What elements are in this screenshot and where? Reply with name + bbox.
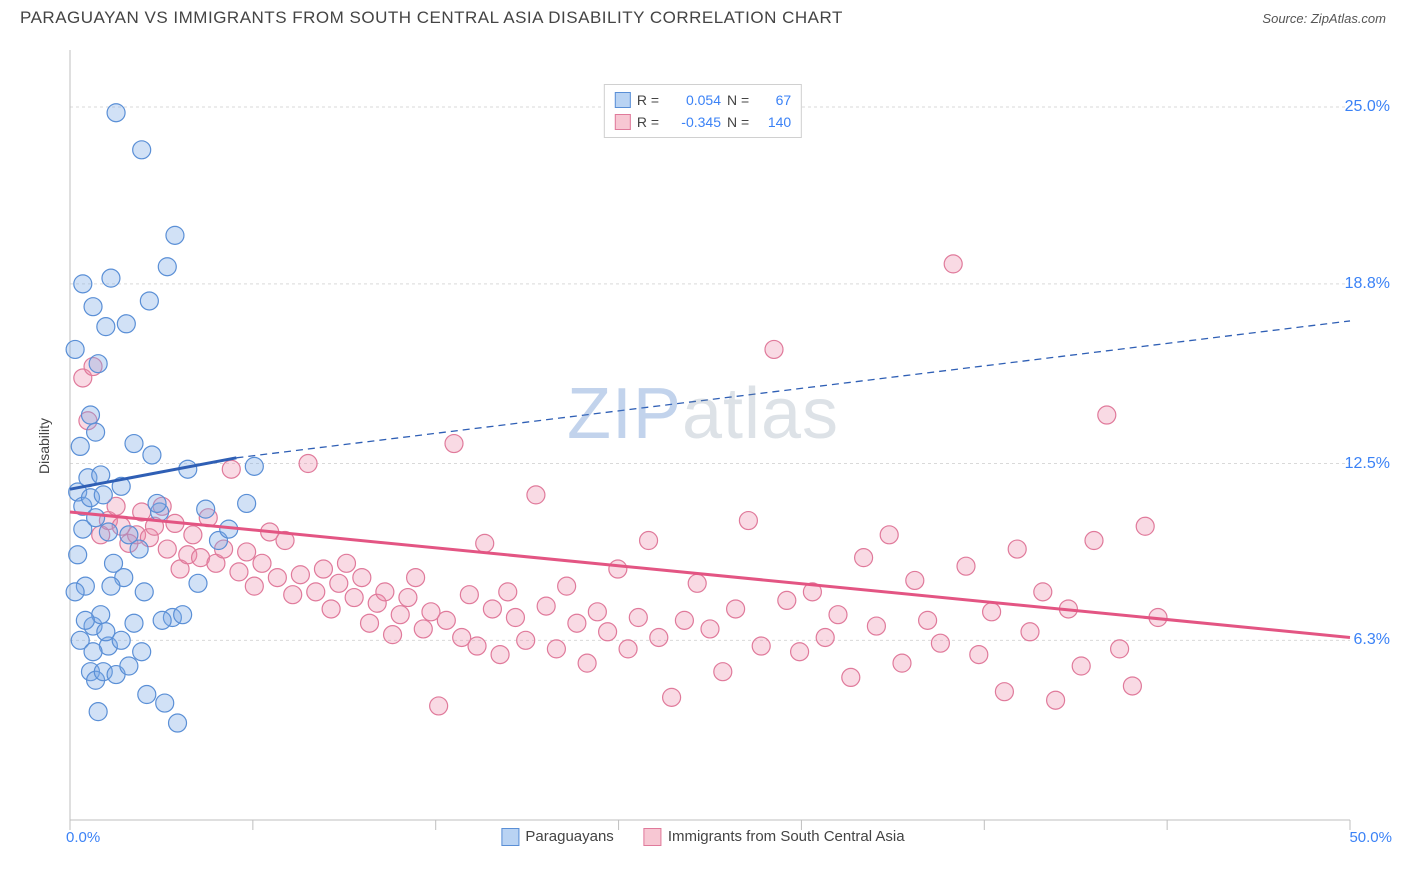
legend-row: R = -0.345 N = 140 <box>615 111 791 133</box>
scatter-chart <box>20 40 1380 852</box>
correlation-legend: R = 0.054 N = 67 R = -0.345 N = 140 <box>604 84 802 138</box>
legend-swatch <box>501 828 519 846</box>
n-label: N = <box>727 89 749 111</box>
y-tick-label: 12.5% <box>1345 455 1390 473</box>
legend-row: R = 0.054 N = 67 <box>615 89 791 111</box>
r-value: 0.054 <box>665 89 721 111</box>
r-label: R = <box>637 111 659 133</box>
r-value: -0.345 <box>665 111 721 133</box>
legend-item: Immigrants from South Central Asia <box>644 828 905 846</box>
source-label: Source: <box>1262 11 1307 26</box>
x-axis-min-label: 0.0% <box>66 829 100 846</box>
legend-label: Immigrants from South Central Asia <box>668 828 905 845</box>
y-tick-label: 18.8% <box>1345 275 1390 293</box>
legend-swatch <box>615 114 631 130</box>
n-label: N = <box>727 111 749 133</box>
chart-area: Disability ZIPatlas R = 0.054 N = 67 R =… <box>20 40 1386 852</box>
source-attribution: Source: ZipAtlas.com <box>1262 11 1386 26</box>
r-label: R = <box>637 89 659 111</box>
n-value: 140 <box>755 111 791 133</box>
chart-title: PARAGUAYAN VS IMMIGRANTS FROM SOUTH CENT… <box>20 8 843 28</box>
x-axis-max-label: 50.0% <box>1349 829 1392 846</box>
legend-item: Paraguayans <box>501 828 613 846</box>
chart-header: PARAGUAYAN VS IMMIGRANTS FROM SOUTH CENT… <box>0 0 1406 32</box>
source-value: ZipAtlas.com <box>1311 11 1386 26</box>
legend-label: Paraguayans <box>525 828 613 845</box>
y-axis-label: Disability <box>36 418 52 474</box>
series-legend: Paraguayans Immigrants from South Central… <box>501 828 904 846</box>
y-tick-label: 25.0% <box>1345 98 1390 116</box>
y-tick-label: 6.3% <box>1354 631 1390 649</box>
legend-swatch <box>615 92 631 108</box>
n-value: 67 <box>755 89 791 111</box>
legend-swatch <box>644 828 662 846</box>
